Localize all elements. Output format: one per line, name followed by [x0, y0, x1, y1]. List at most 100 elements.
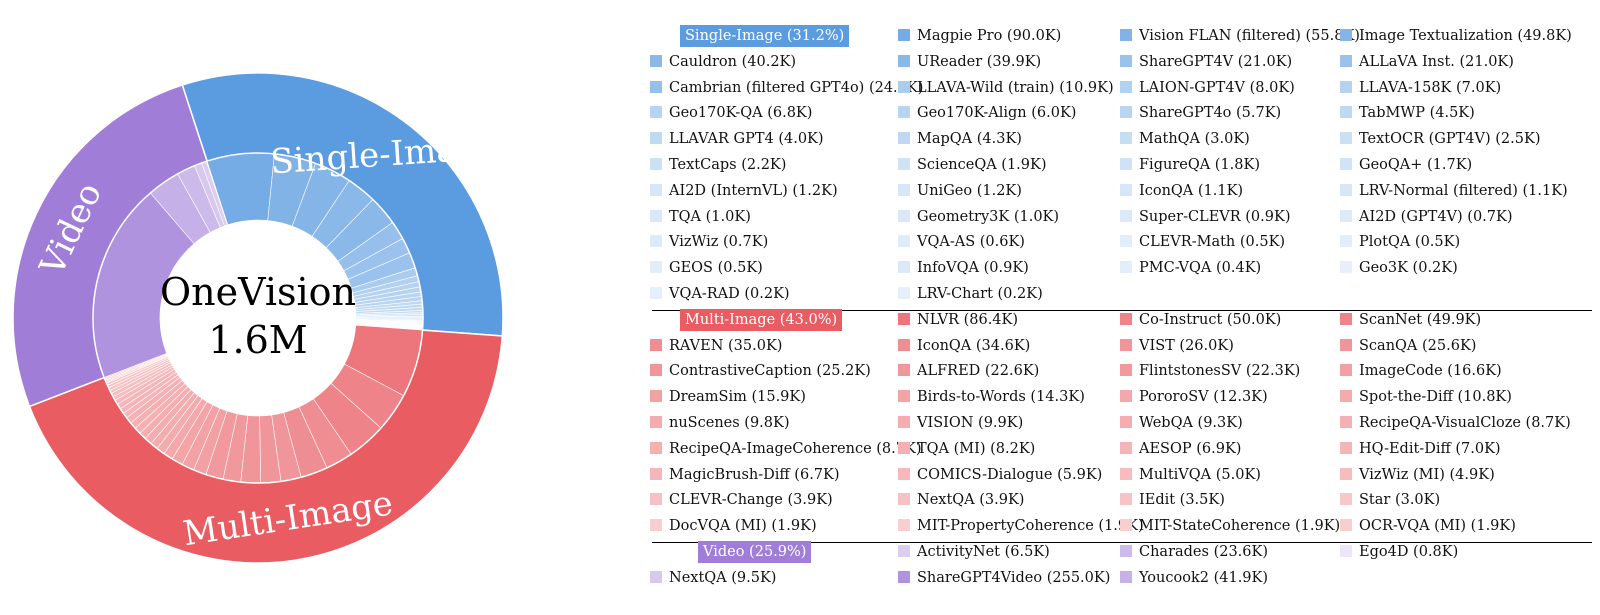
center-subtitle: 1.6M [208, 318, 307, 362]
legend-swatch [650, 132, 662, 145]
legend-swatch [1340, 416, 1352, 428]
legend-label: MapQA (4.3K) [917, 131, 1022, 148]
legend-swatch [1340, 390, 1352, 403]
legend-swatch [650, 467, 662, 480]
legend-item: RecipeQA-VisualCloze (8.7K) [1340, 412, 1571, 434]
legend-swatch [1340, 132, 1352, 145]
legend-item: ScanQA (25.6K) [1340, 335, 1476, 357]
legend-swatch [650, 364, 662, 377]
legend-item: Star (3.0K) [1340, 489, 1440, 511]
legend-item: VQA-AS (0.6K) [898, 231, 1025, 253]
legend-label: NextQA (9.5K) [669, 569, 777, 586]
legend-swatch [1120, 261, 1132, 274]
legend-label: TextCaps (2.2K) [669, 157, 787, 173]
legend-item: RecipeQA-ImageCoherence (8.7K) [650, 438, 921, 460]
legend-swatch [898, 106, 910, 119]
legend-label: MIT-StateCoherence (1.9K) [1139, 518, 1341, 535]
legend-label: VIST (26.0K) [1139, 337, 1234, 354]
legend-swatch [650, 54, 662, 67]
legend-item: Magpie Pro (90.0K) [898, 25, 1061, 47]
legend-separator [652, 309, 1592, 311]
legend-item: Geo170K-Align (6.0K) [898, 102, 1076, 124]
legend-label: FlintstonesSV (22.3K) [1139, 363, 1301, 380]
legend-item: ActivityNet (6.5K) [898, 541, 1050, 563]
legend-label: Geo3K (0.2K) [1359, 260, 1458, 277]
legend-swatch [1120, 519, 1132, 532]
legend-item: ScienceQA (1.9K) [898, 154, 1047, 176]
legend-label: TQA (1.0K) [669, 208, 751, 225]
legend-label: AESOP (6.9K) [1139, 440, 1242, 457]
legend-swatch [1340, 80, 1352, 93]
legend-swatch [898, 132, 910, 145]
legend-item: Charades (23.6K) [1120, 541, 1268, 563]
legend-swatch [898, 467, 910, 480]
legend-label: RAVEN (35.0K) [669, 337, 783, 354]
legend-label: COMICS-Dialogue (5.9K) [917, 466, 1103, 483]
legend-label: Ego4D (0.8K) [1359, 544, 1459, 560]
legend-item: OCR-VQA (MI) (1.9K) [1340, 515, 1516, 537]
legend-label: Cauldron (40.2K) [669, 53, 797, 70]
legend-swatch [898, 364, 910, 377]
legend-swatch [1340, 209, 1352, 222]
legend-swatch [898, 570, 910, 583]
legend-item: Geo3K (0.2K) [1340, 257, 1458, 279]
legend-swatch [650, 493, 662, 506]
legend-swatch [898, 80, 910, 93]
center-title: OneVision [160, 270, 356, 314]
legend-item: CLEVR-Math (0.5K) [1120, 231, 1285, 253]
legend-swatch [650, 209, 662, 222]
legend-label: PororoSV (12.3K) [1139, 389, 1268, 406]
legend-label: LLAVA-Wild (train) (10.9K) [917, 79, 1114, 96]
legend-item: InfoVQA (0.9K) [898, 257, 1029, 279]
legend-label: nuScenes (9.8K) [669, 415, 790, 431]
legend-label: Geo170K-Align (6.0K) [917, 105, 1077, 122]
legend-label: NextQA (3.9K) [917, 492, 1025, 509]
legend-item: NextQA (9.5K) [650, 567, 776, 589]
legend-swatch [898, 416, 910, 428]
legend-item: TQA (MI) (8.2K) [898, 438, 1035, 460]
legend-item: Geometry3K (1.0K) [898, 206, 1059, 228]
legend-item: LLAVA-158K (7.0K) [1340, 77, 1501, 99]
legend-label: IconQA (1.1K) [1139, 182, 1244, 199]
legend-label: ScienceQA (1.9K) [917, 157, 1047, 173]
legend-item: FlintstonesSV (22.3K) [1120, 360, 1300, 382]
legend-item: Co-Instruct (50.0K) [1120, 309, 1281, 331]
legend-label: OCR-VQA (MI) (1.9K) [1359, 518, 1516, 535]
legend-label: Star (3.0K) [1359, 492, 1441, 509]
legend-swatch [898, 312, 910, 325]
legend-item: COMICS-Dialogue (5.9K) [898, 464, 1102, 486]
legend-label: Youcook2 (41.9K) [1139, 569, 1269, 586]
legend-item: AI2D (InternVL) (1.2K) [650, 180, 838, 202]
legend-swatch [898, 545, 910, 557]
legend-swatch [1120, 106, 1132, 119]
legend-item: VizWiz (MI) (4.9K) [1340, 464, 1495, 486]
legend-item: ALLaVA Inst. (21.0K) [1340, 51, 1514, 73]
legend-label: Magpie Pro (90.0K) [917, 28, 1062, 44]
legend-item: Youcook2 (41.9K) [1120, 567, 1268, 589]
legend-item: Vision FLAN (filtered) (55.8K) [1120, 25, 1360, 47]
legend-swatch [898, 235, 910, 248]
legend-swatch [650, 519, 662, 532]
legend-item: PMC-VQA (0.4K) [1120, 257, 1261, 279]
legend-swatch [898, 54, 910, 67]
legend-swatch [898, 390, 910, 403]
legend-label: AI2D (GPT4V) (0.7K) [1359, 208, 1513, 225]
legend-swatch [898, 287, 910, 299]
legend-swatch [650, 390, 662, 403]
legend-header-video: Video (25.9%) [698, 541, 812, 563]
legend-swatch [1340, 519, 1352, 532]
legend-label: MultiVQA (5.0K) [1139, 466, 1261, 483]
legend-swatch [650, 416, 662, 428]
legend-swatch [898, 29, 910, 41]
legend-label: VizWiz (MI) (4.9K) [1359, 466, 1495, 483]
legend-swatch [898, 441, 910, 454]
legend-swatch [1120, 390, 1132, 403]
legend-item: LLAVAR GPT4 (4.0K) [650, 128, 824, 150]
legend-item: Birds-to-Words (14.3K) [898, 386, 1085, 408]
legend-swatch [1120, 235, 1132, 248]
legend-swatch [1120, 364, 1132, 377]
legend-item: VISION (9.9K) [898, 412, 1023, 434]
legend-item: CLEVR-Change (3.9K) [650, 489, 833, 511]
legend-swatch [1120, 209, 1132, 222]
legend-label: IconQA (34.6K) [917, 337, 1031, 354]
